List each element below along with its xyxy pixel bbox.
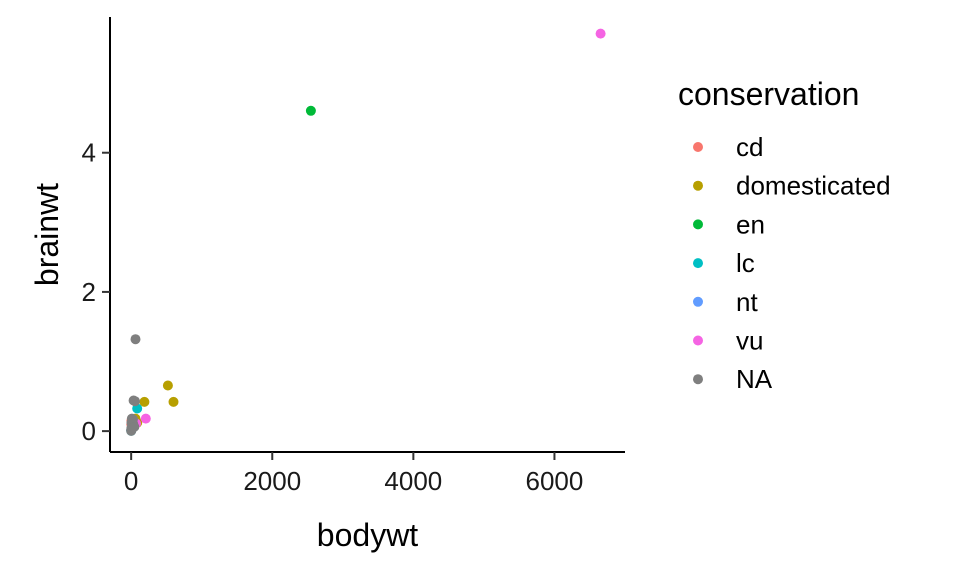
data-point (129, 421, 140, 432)
axes: 0 2000 4000 6000 0 2 4 bodywt brainwt (29, 17, 625, 553)
y-tick-label: 2 (82, 277, 96, 307)
series-vu (131, 28, 606, 429)
legend-item-cd: cd (693, 132, 763, 162)
legend-label: nt (736, 287, 758, 317)
legend-key (693, 180, 703, 191)
x-tick-label: 0 (124, 466, 138, 496)
data-point (168, 396, 179, 407)
legend: conservation cd domesticated en lc nt vu NA (678, 76, 891, 394)
y-tick-label: 4 (82, 138, 96, 168)
legend-label: vu (736, 326, 763, 356)
data-point (595, 28, 606, 39)
series-en (127, 105, 316, 428)
y-tick-label: 0 (82, 416, 96, 446)
x-tick-label: 6000 (526, 466, 584, 496)
legend-title: conservation (678, 76, 859, 112)
legend-item-en: en (693, 209, 765, 239)
legend-item-lc: lc (693, 248, 755, 278)
series-na (126, 334, 141, 436)
x-axis-title: bodywt (317, 517, 419, 553)
data-point (140, 413, 151, 424)
legend-label: en (736, 209, 765, 239)
legend-label: NA (736, 364, 773, 394)
x-tick-label: 4000 (384, 466, 442, 496)
data-point (305, 105, 316, 116)
legend-label: domesticated (736, 171, 891, 201)
data-point (139, 396, 150, 407)
legend-key (693, 258, 703, 269)
legend-key (693, 374, 703, 385)
legend-label: cd (736, 132, 763, 162)
y-axis-title: brainwt (29, 183, 65, 286)
legend-label: lc (736, 248, 755, 278)
legend-key (693, 335, 703, 346)
legend-key (693, 219, 703, 230)
legend-item-vu: vu (693, 326, 763, 356)
legend-key (693, 142, 703, 152)
legend-item-domesticated: domesticated (693, 171, 891, 201)
legend-key (693, 296, 703, 307)
plot-area (126, 28, 606, 436)
legend-item-na: NA (693, 364, 773, 394)
data-point (130, 396, 140, 407)
data-point (162, 380, 173, 391)
data-point (130, 334, 141, 345)
x-tick-label: 2000 (243, 466, 301, 496)
legend-item-nt: nt (693, 287, 758, 317)
